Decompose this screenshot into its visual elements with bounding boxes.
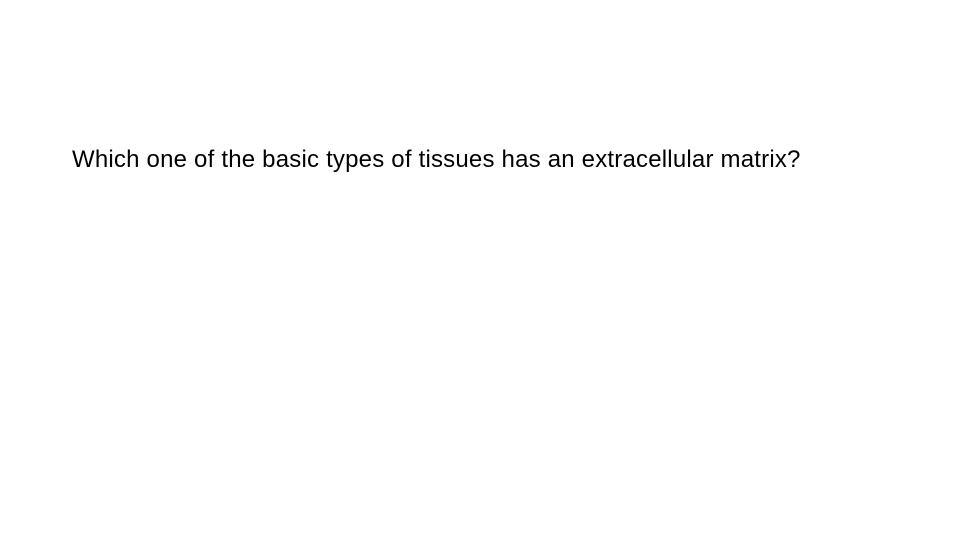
slide-content: Which one of the basic types of tissues …	[72, 145, 888, 175]
question-text: Which one of the basic types of tissues …	[72, 145, 888, 175]
